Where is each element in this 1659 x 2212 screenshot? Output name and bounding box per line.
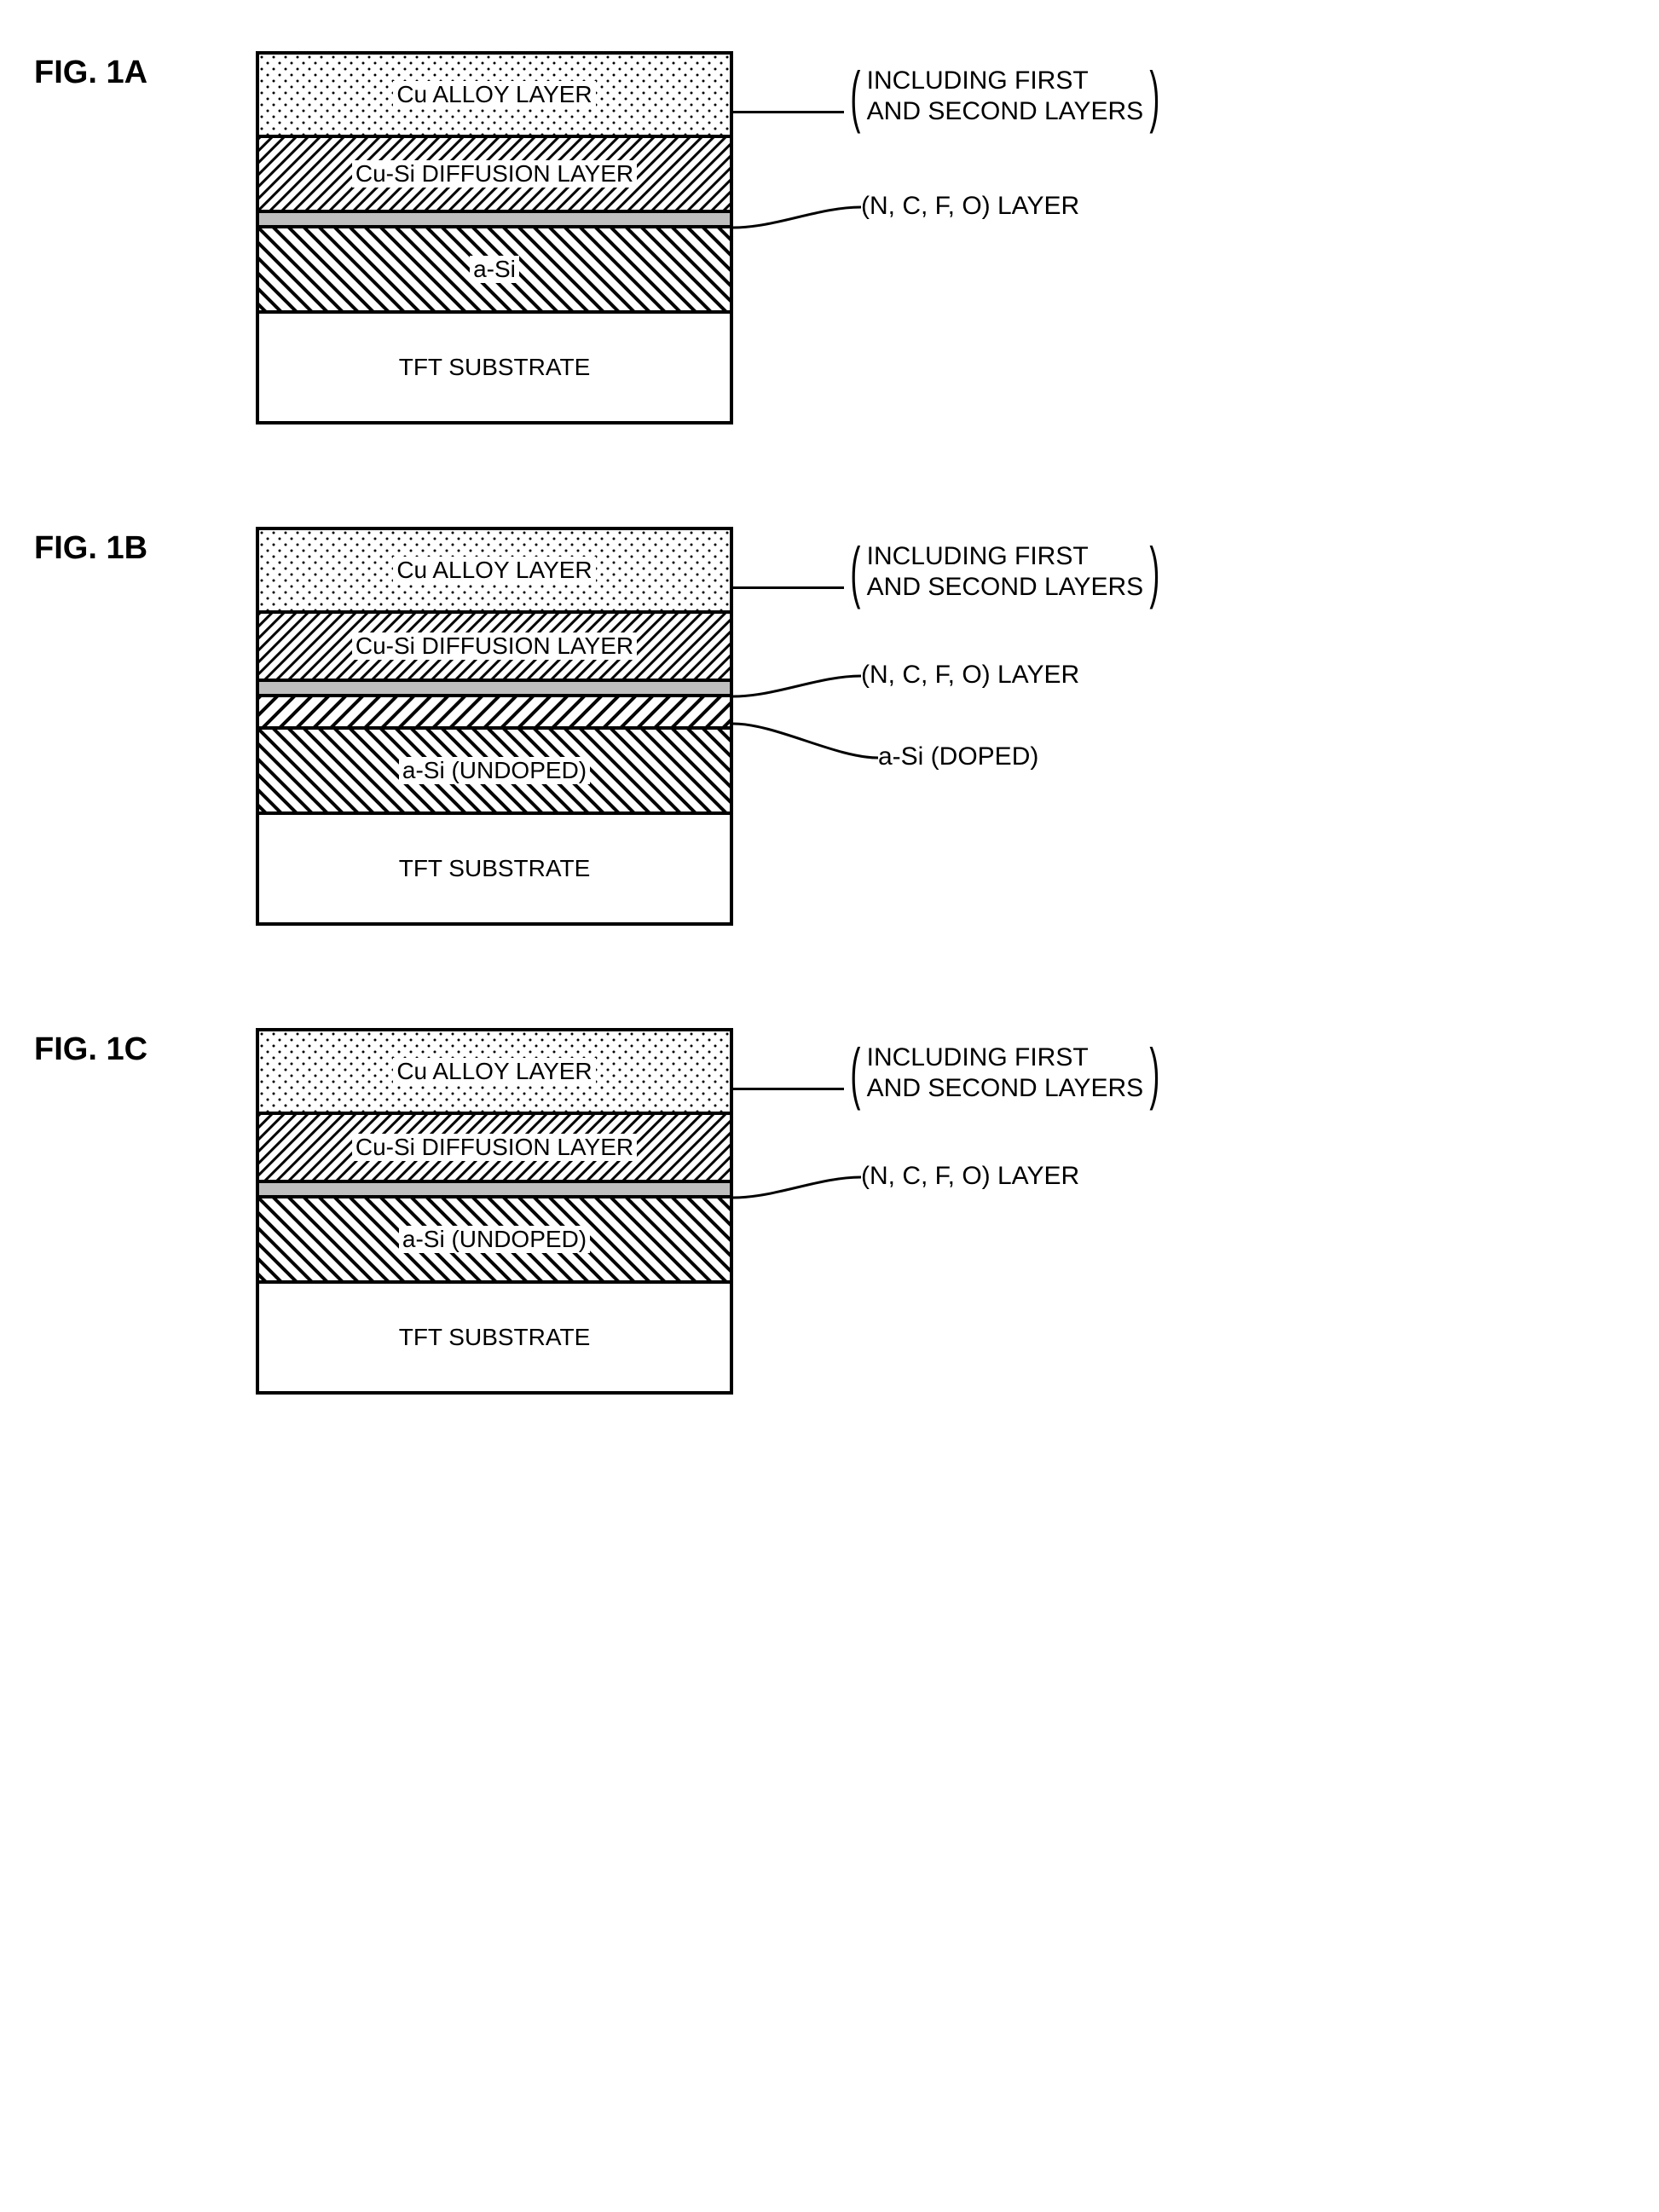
layer-text: Cu-Si DIFFUSION LAYER bbox=[352, 160, 637, 188]
layer: Cu ALLOY LAYER bbox=[259, 530, 730, 614]
layer-stack: Cu ALLOY LAYER Cu-Si DIFFUSION LAYER a-Si T… bbox=[256, 51, 733, 424]
annotation: (N, C, F, O) LAYER bbox=[861, 1162, 1079, 1191]
layer-text: Cu ALLOY LAYER bbox=[393, 557, 595, 584]
leader-line bbox=[733, 527, 734, 528]
layer bbox=[259, 697, 730, 730]
layer: a-Si (UNDOPED) bbox=[259, 730, 730, 815]
layer-text: TFT SUBSTRATE bbox=[396, 855, 594, 882]
figure-label: FIG. 1A bbox=[34, 51, 256, 91]
annotations: (INCLUDING FIRSTAND SECOND LAYERS) (N, C… bbox=[733, 527, 1381, 926]
annotation-text: (N, C, F, O) LAYER bbox=[861, 661, 1079, 690]
leader-line bbox=[733, 586, 844, 589]
annotation: (INCLUDING FIRSTAND SECOND LAYERS) bbox=[733, 541, 1166, 603]
layer-text: a-Si bbox=[470, 256, 519, 283]
stack-wrap: Cu ALLOY LAYER Cu-Si DIFFUSION LAYER a-Si T… bbox=[256, 51, 1625, 424]
layer: TFT SUBSTRATE bbox=[259, 314, 730, 424]
layer: TFT SUBSTRATE bbox=[259, 1284, 730, 1395]
layer: Cu-Si DIFFUSION LAYER bbox=[259, 614, 730, 682]
leader-line bbox=[733, 1088, 844, 1090]
layer-text: TFT SUBSTRATE bbox=[396, 354, 594, 381]
layer-text: Cu ALLOY LAYER bbox=[393, 1058, 595, 1085]
leader-line bbox=[733, 51, 734, 52]
layer-text: Cu-Si DIFFUSION LAYER bbox=[352, 632, 637, 660]
leader-line bbox=[733, 111, 844, 113]
layer bbox=[259, 682, 730, 697]
annotation-text: (INCLUDING FIRSTAND SECOND LAYERS) bbox=[844, 541, 1166, 603]
annotations: (INCLUDING FIRSTAND SECOND LAYERS) (N, C… bbox=[733, 51, 1381, 424]
layer: TFT SUBSTRATE bbox=[259, 815, 730, 926]
layer: Cu-Si DIFFUSION LAYER bbox=[259, 1115, 730, 1183]
annotation-text: (N, C, F, O) LAYER bbox=[861, 192, 1079, 221]
layer bbox=[259, 1183, 730, 1198]
annotation: (N, C, F, O) LAYER bbox=[861, 192, 1079, 221]
fig-1b: FIG. 1B Cu ALLOY LAYER Cu-Si DIFFUSION LAY… bbox=[34, 527, 1625, 926]
fig-1a: FIG. 1A Cu ALLOY LAYER Cu-Si DIFFUSION LAY… bbox=[34, 51, 1625, 424]
layer: Cu-Si DIFFUSION LAYER bbox=[259, 138, 730, 213]
layer-text: Cu-Si DIFFUSION LAYER bbox=[352, 1134, 637, 1161]
annotation-text: (INCLUDING FIRSTAND SECOND LAYERS) bbox=[844, 1042, 1166, 1104]
layer: a-Si bbox=[259, 228, 730, 314]
fig-1c: FIG. 1C Cu ALLOY LAYER Cu-Si DIFFUSION LAY… bbox=[34, 1028, 1625, 1395]
layer-text: a-Si (UNDOPED) bbox=[399, 1226, 590, 1253]
annotation-text: (N, C, F, O) LAYER bbox=[861, 1162, 1079, 1191]
annotation-text: a-Si (DOPED) bbox=[878, 742, 1038, 771]
annotation: (INCLUDING FIRSTAND SECOND LAYERS) bbox=[733, 66, 1166, 127]
annotation-text: (INCLUDING FIRSTAND SECOND LAYERS) bbox=[844, 66, 1166, 127]
annotation: (N, C, F, O) LAYER bbox=[861, 661, 1079, 690]
layer-stack: Cu ALLOY LAYER Cu-Si DIFFUSION LAYER a-Si … bbox=[256, 527, 733, 926]
stack-wrap: Cu ALLOY LAYER Cu-Si DIFFUSION LAYER a-Si … bbox=[256, 527, 1625, 926]
figures-root: FIG. 1A Cu ALLOY LAYER Cu-Si DIFFUSION LAY… bbox=[34, 51, 1625, 1395]
layer-text: TFT SUBSTRATE bbox=[396, 1324, 594, 1351]
stack-wrap: Cu ALLOY LAYER Cu-Si DIFFUSION LAYER a-Si … bbox=[256, 1028, 1625, 1395]
layer: Cu ALLOY LAYER bbox=[259, 1031, 730, 1115]
annotation: a-Si (DOPED) bbox=[878, 742, 1038, 771]
annotation: (INCLUDING FIRSTAND SECOND LAYERS) bbox=[733, 1042, 1166, 1104]
annotations: (INCLUDING FIRSTAND SECOND LAYERS) (N, C… bbox=[733, 1028, 1381, 1395]
layer-text: Cu ALLOY LAYER bbox=[393, 81, 595, 108]
layer bbox=[259, 213, 730, 228]
layer-text: a-Si (UNDOPED) bbox=[399, 757, 590, 784]
figure-label: FIG. 1C bbox=[34, 1028, 256, 1068]
layer: a-Si (UNDOPED) bbox=[259, 1198, 730, 1284]
figure-label: FIG. 1B bbox=[34, 527, 256, 567]
leader-line bbox=[733, 1028, 734, 1029]
layer: Cu ALLOY LAYER bbox=[259, 55, 730, 138]
layer-stack: Cu ALLOY LAYER Cu-Si DIFFUSION LAYER a-Si … bbox=[256, 1028, 733, 1395]
